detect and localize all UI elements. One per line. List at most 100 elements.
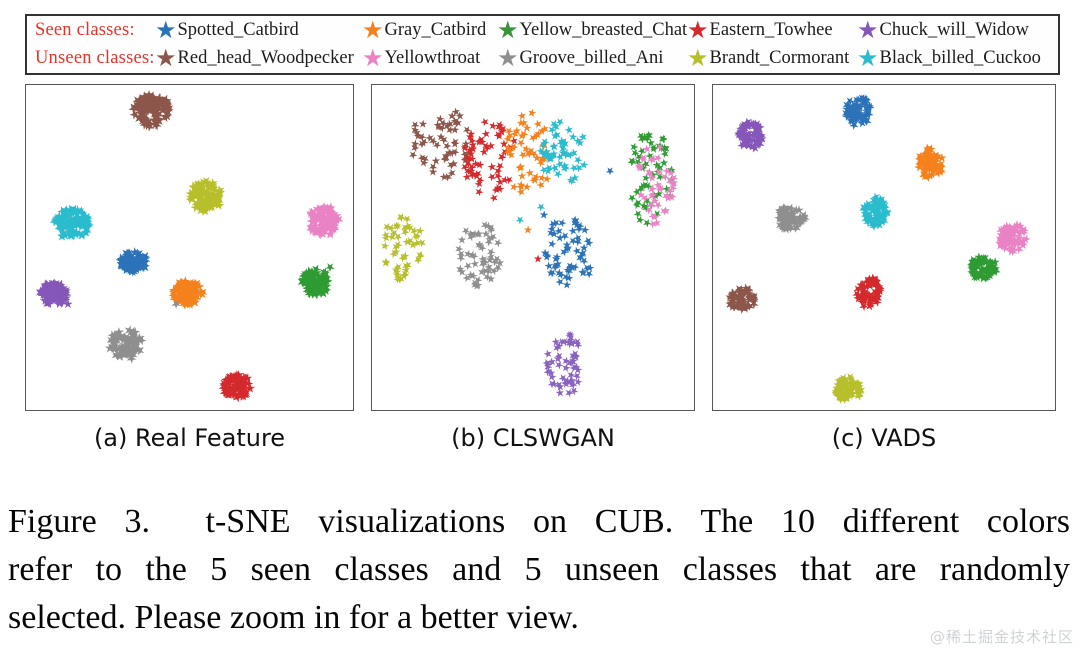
scatter-star: ★: [967, 255, 980, 271]
scatter-star: ★: [929, 155, 941, 170]
scatter-star: ★: [858, 91, 874, 109]
scatter-star: ★: [126, 253, 143, 272]
scatter-star: ★: [786, 211, 803, 230]
scatter-star: ★: [125, 99, 144, 119]
scatter-star: ★: [849, 105, 863, 121]
scatter-star: ★: [847, 375, 860, 391]
scatter-star: ★: [849, 384, 866, 402]
scatter-star: ★: [305, 209, 324, 229]
scatter-star: ★: [72, 211, 91, 230]
scatter-star: ★: [568, 145, 581, 161]
scatter-star: ★: [732, 124, 749, 142]
tsne-plot-real-feature: ★ ★ ★ ★ ★ ★ ★ ★ ★ ★ ★ ★ ★ ★ ★ ★ ★ ★ ★ ★ ★ ★ ★ ★ ★ ★ ★ ★ ★ ★ ★ ★ ★ ★ ★ ★ ★ ★ ★ ★…: [25, 84, 354, 411]
scatter-star: ★: [128, 97, 147, 117]
scatter-star: ★: [860, 210, 877, 228]
scatter-star: ★: [773, 205, 787, 221]
scatter-star: ★: [219, 372, 236, 392]
scatter-star: ★: [652, 164, 663, 179]
scatter-star: ★: [39, 281, 56, 299]
scatter-star: ★: [987, 260, 1002, 278]
scatter-star: ★: [858, 289, 875, 307]
scatter-star: ★: [860, 207, 877, 225]
scatter-star: ★: [968, 269, 982, 286]
scatter-star: ★: [849, 98, 865, 116]
scatter-star: ★: [456, 233, 467, 247]
scatter-star: ★: [166, 287, 182, 305]
scatter-star: ★: [124, 334, 140, 352]
scatter-star: ★: [52, 281, 70, 300]
scatter-star: ★: [652, 180, 667, 196]
scatter-star: ★: [412, 246, 427, 263]
scatter-star: ★: [432, 117, 444, 132]
scatter-star: ★: [389, 239, 404, 255]
scatter-star: ★: [519, 140, 533, 157]
scatter-star: ★: [538, 208, 550, 222]
scatter-star: ★: [511, 124, 523, 139]
scatter-star: ★: [548, 139, 560, 153]
scatter-star: ★: [869, 274, 886, 293]
scatter-star: ★: [571, 230, 586, 246]
scatter-star: ★: [1002, 224, 1015, 240]
scatter-star: ★: [294, 273, 310, 291]
scatter-star: ★: [512, 211, 528, 229]
scatter-star: ★: [307, 261, 325, 280]
scatter-star: ★: [643, 196, 659, 213]
scatter-star: ★: [465, 247, 480, 263]
scatter-star: ★: [533, 154, 548, 171]
scatter-star: ★: [639, 130, 655, 148]
scatter-star: ★: [563, 147, 578, 164]
scatter-star: ★: [752, 129, 770, 148]
scatter-star: ★: [1002, 227, 1019, 246]
legend-entry-red_head_woodpecker: ★ Red_head_Woodpecker: [155, 46, 362, 71]
scatter-star: ★: [872, 280, 885, 295]
scatter-star: ★: [137, 114, 154, 133]
scatter-star: ★: [556, 134, 572, 151]
scatter-star: ★: [631, 149, 648, 166]
scatter-star: ★: [307, 285, 325, 305]
scatter-star: ★: [485, 229, 501, 246]
scatter-star: ★: [539, 147, 553, 164]
scatter-star: ★: [553, 273, 568, 290]
scatter-star: ★: [460, 141, 471, 156]
scatter-star: ★: [67, 216, 83, 235]
scatter-star: ★: [146, 94, 162, 113]
scatter-star: ★: [315, 269, 333, 288]
scatter-star: ★: [117, 244, 135, 264]
scatter-star: ★: [408, 238, 419, 252]
scatter-star: ★: [403, 219, 418, 236]
scatter-star: ★: [630, 153, 646, 170]
scatter-star: ★: [854, 277, 870, 295]
scatter-star: ★: [177, 284, 194, 303]
scatter-star: ★: [173, 277, 186, 294]
scatter-star: ★: [735, 122, 752, 141]
legend-entry-yellowthroat: ★ Yellowthroat: [362, 46, 497, 71]
scatter-star: ★: [482, 264, 495, 279]
scatter-star: ★: [48, 212, 64, 230]
scatter-star: ★: [317, 219, 335, 239]
scatter-star: ★: [918, 142, 936, 161]
scatter-star: ★: [634, 143, 650, 159]
scatter-star: ★: [472, 226, 484, 241]
scatter-star: ★: [175, 295, 193, 314]
scatter-star: ★: [118, 251, 137, 271]
scatter-star: ★: [308, 222, 323, 240]
scatter-star: ★: [126, 106, 144, 125]
scatter-star: ★: [545, 266, 556, 280]
scatter-star: ★: [841, 101, 853, 117]
scatter-star: ★: [309, 275, 328, 295]
scatter-star: ★: [391, 258, 406, 275]
scatter-star: ★: [868, 275, 884, 294]
scatter-star: ★: [78, 208, 96, 228]
scatter-star: ★: [57, 205, 74, 224]
scatter-star: ★: [400, 262, 413, 277]
scatter-star: ★: [307, 272, 321, 289]
scatter-star: ★: [543, 151, 556, 167]
scatter-star: ★: [438, 150, 453, 166]
scatter-star: ★: [842, 106, 859, 124]
scatter-star: ★: [973, 252, 990, 270]
scatter-star: ★: [151, 111, 165, 128]
scatter-star: ★: [128, 260, 146, 279]
scatter-star: ★: [633, 159, 648, 176]
scatter-star: ★: [786, 214, 799, 230]
scatter-star: ★: [180, 288, 198, 307]
